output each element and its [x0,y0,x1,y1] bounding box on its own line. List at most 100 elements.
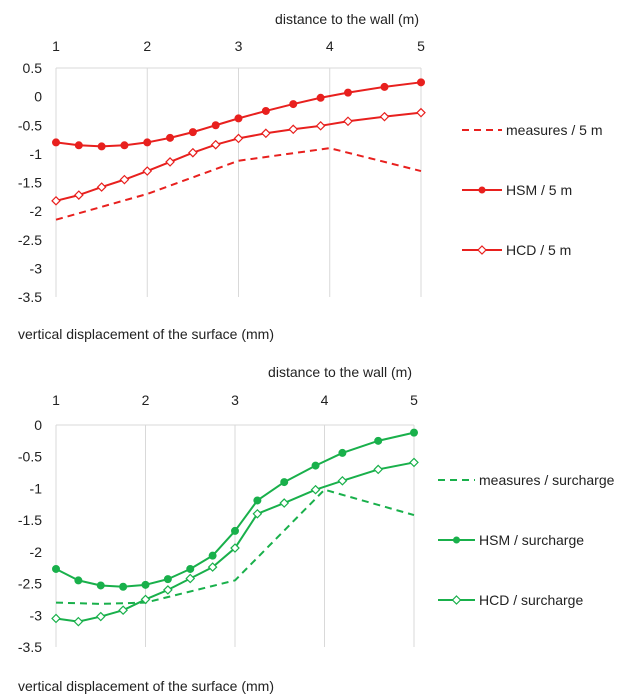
data-point [417,78,425,87]
y-tick-label: -1 [30,480,43,496]
data-point [211,121,220,130]
series-2 [52,428,418,591]
y-tick-label: -0.5 [18,117,42,133]
legend-entry: HCD / 5 m [462,242,571,258]
data-point [231,526,239,535]
legend-label: HSM / surcharge [479,532,584,548]
x-tick-label: 2 [143,38,151,54]
x-tick-label: 5 [410,392,418,408]
legend-entry: HSM / surcharge [438,532,584,548]
data-point [119,582,128,591]
legend-entry: measures / surcharge [438,472,615,488]
x-tick-label: 3 [235,38,243,54]
data-point [185,573,196,584]
legend-label: HCD / 5 m [506,242,571,258]
legend-entry: HCD / surcharge [438,592,583,608]
data-point [188,147,198,158]
data-point [289,100,298,109]
data-point [74,576,83,585]
legend-marker [478,186,486,194]
data-point [51,195,61,206]
data-point [234,114,243,123]
x-axis-title: distance to the wall (m) [275,11,419,27]
data-point [120,141,129,150]
series-3 [51,107,426,206]
y-tick-label: 0 [34,89,42,105]
legend-label: measures / surcharge [479,472,615,488]
y-tick-label: -3 [30,260,43,276]
data-point [338,448,347,457]
data-point [51,613,61,624]
legend-entry: measures / 5 m [462,122,602,138]
legend-marker [477,245,487,255]
data-point [279,498,290,508]
legend-marker [451,595,462,605]
x-tick-label: 4 [321,392,329,408]
series-1 [55,488,415,605]
data-point [74,141,83,150]
data-point [253,496,262,505]
data-point [315,120,326,131]
legend-marker [453,536,460,544]
data-point [344,88,352,97]
y-tick-label: -2 [30,203,43,219]
data-point [233,133,244,144]
legend-label: measures / 5 m [506,122,602,138]
data-point [188,128,197,137]
y-tick-label: 0.5 [23,60,43,76]
x-tick-label: 3 [231,392,239,408]
data-point [252,508,263,519]
data-point [96,581,105,590]
legend-label: HCD / surcharge [479,592,583,608]
x-tick-label: 1 [52,392,60,408]
series-1 [55,147,422,221]
data-point [52,564,60,573]
data-point [163,585,173,595]
chart-1: 1 2 3 4 5 0.5 0 -0.5 -1 -1.5 -2 -2.5 -3 -3.5 distance … [18,11,603,342]
y-tick-label: -3 [30,607,43,623]
data-point [210,139,221,150]
series-line [55,488,415,605]
data-point [374,436,383,445]
legend-label: HSM / 5 m [506,182,572,198]
y-tick-label: -2 [30,544,43,560]
data-point [337,475,348,486]
data-point [97,142,106,151]
data-point [230,543,240,553]
y-axis-title: vertical displacement of the surface (mm… [18,326,274,342]
series-3 [51,457,419,627]
chart-2: 1 2 3 4 5 0 -0.5 -1 -1.5 -2 -2.5 -3 -3.5 distance to … [18,364,615,694]
data-point [119,174,130,185]
x-tick-label: 1 [52,38,60,54]
data-point [288,124,299,135]
data-point [186,564,195,573]
x-tick-label: 2 [142,392,150,408]
data-point [280,478,289,487]
y-tick-label: -2.5 [18,232,42,248]
data-point [410,428,418,437]
y-tick-label: -3.5 [18,289,42,305]
data-point [343,116,353,127]
data-point [261,128,271,139]
data-point [95,611,106,622]
data-point [261,106,270,115]
legend-entry: HSM / 5 m [462,182,572,198]
data-point [409,457,419,468]
y-tick-label: -1.5 [18,175,42,191]
data-point [142,166,153,176]
data-point [52,138,60,147]
y-tick-label: -1 [30,146,43,162]
data-point [73,616,84,627]
data-point [143,138,152,147]
data-point [73,190,84,200]
data-point [166,133,175,142]
data-point [379,111,390,122]
y-tick-label: -0.5 [18,449,42,465]
y-tick-label: -3.5 [18,639,42,655]
x-tick-label: 4 [326,38,334,54]
x-axis-title: distance to the wall (m) [268,364,412,380]
series-line [55,147,422,221]
data-point [141,580,150,589]
data-point [373,464,384,475]
